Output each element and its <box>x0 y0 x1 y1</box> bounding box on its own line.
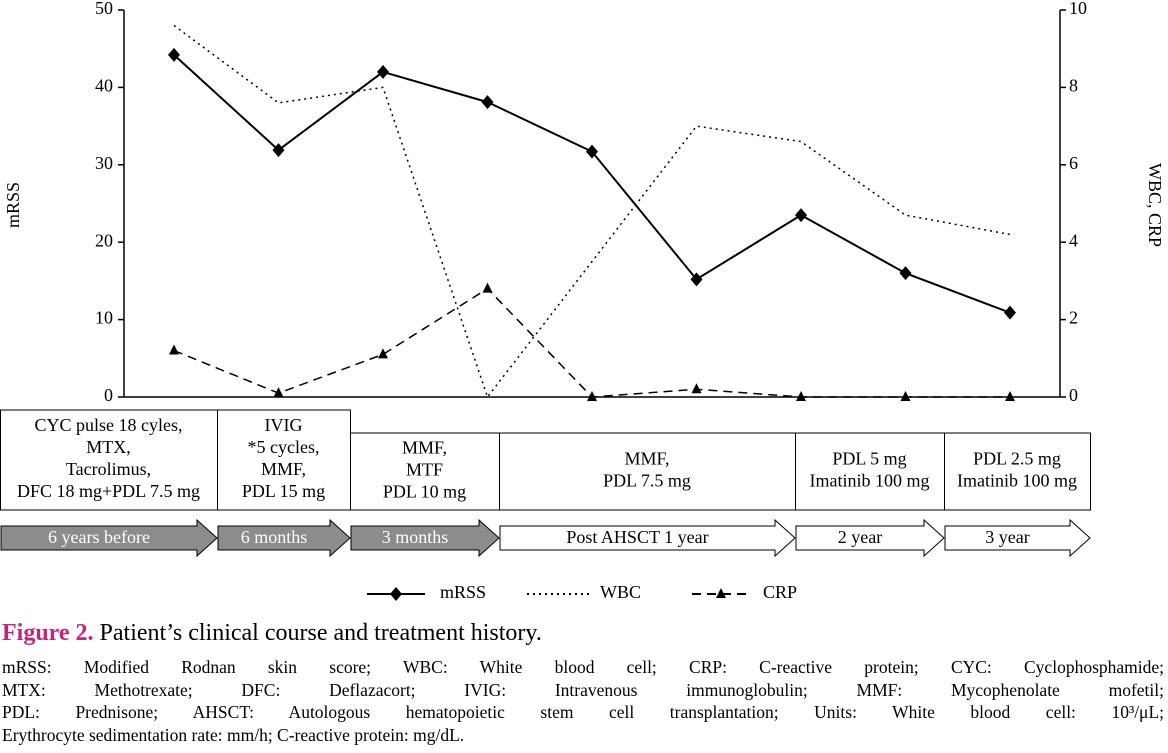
legend-marker <box>716 588 726 598</box>
treatment-box <box>350 432 500 511</box>
treatment-text: Tacrolimus, <box>66 459 151 479</box>
figure-label: Figure 2. <box>2 620 94 646</box>
period-label: 3 year <box>985 527 1029 547</box>
series-marker <box>795 208 807 223</box>
footnote-line: PDL: Prednisone; AHSCT: Autologous hemat… <box>2 702 1164 722</box>
footnote-line: MTX: Methotrexate; DFC: Deflazacort; IVI… <box>2 679 1164 700</box>
series-marker <box>586 144 598 159</box>
treatment-text: PDL 5 mg <box>832 449 906 469</box>
treatment-box <box>217 409 351 511</box>
treatment-text: MMF, <box>624 449 669 469</box>
y2-tick-label: 8 <box>1069 76 1078 96</box>
y-tick-label: 10 <box>95 308 113 328</box>
legend-marker <box>390 587 402 601</box>
period-label: Post AHSCT 1 year <box>566 527 708 547</box>
treatment-text: CYC pulse 18 cyles, <box>35 415 183 435</box>
y2-tick-label: 2 <box>1069 308 1078 328</box>
series-line <box>173 54 1011 314</box>
caption: Figure 2. Patient’s clinical course and … <box>2 620 542 647</box>
series-marker <box>168 47 180 62</box>
period-arrow <box>217 518 351 558</box>
series-marker <box>796 391 806 401</box>
y-tick-label: 40 <box>95 76 113 96</box>
treatment-text: MTX, <box>86 437 131 457</box>
footnote-line: Erythrocyte sedimentation rate: mm/h; C-… <box>2 724 465 745</box>
treatment-text: IVIG <box>265 415 303 435</box>
series-line <box>173 287 1010 398</box>
period-arrow <box>795 518 945 558</box>
series-marker <box>482 282 493 293</box>
series-marker <box>273 387 284 398</box>
series-marker <box>378 348 388 359</box>
series-marker <box>691 383 702 394</box>
chart: mRSS WBC, CRP 0 10 20 30 40 50 0 2 4 6 8 10 mRSS WBC C… <box>0 0 1165 602</box>
y2-tick-label: 6 <box>1069 153 1078 173</box>
figure-caption: Patient’s clinical course and treatment … <box>99 620 542 646</box>
y-tick-label: 0 <box>104 385 113 405</box>
series-marker <box>587 391 597 401</box>
series-marker <box>690 272 703 287</box>
treatment-text: MMF, <box>402 438 447 458</box>
series-line <box>173 24 1011 399</box>
treatment-box <box>795 432 945 511</box>
y2-tick-label: 10 <box>1069 0 1087 18</box>
y-tick-label: 50 <box>95 0 113 18</box>
series-marker <box>1005 391 1015 401</box>
treatment-text: Imatinib 100 mg <box>957 471 1077 491</box>
period-arrow <box>0 518 218 558</box>
treatment-text: PDL 10 mg <box>383 482 466 502</box>
treatment-box <box>944 432 1091 511</box>
y2-axis-label: WBC, CRP <box>1145 163 1165 247</box>
treatment-text: PDL 15 mg <box>242 481 325 501</box>
treatment-text: PDL 2.5 mg <box>973 449 1061 469</box>
series-marker <box>899 266 912 281</box>
treatment-text: DFC 18 mg+PDL 7.5 mg <box>17 481 200 501</box>
legend-label: WBC <box>600 582 641 602</box>
y-tick-label: 20 <box>95 230 113 250</box>
treatment-text: *5 cycles, <box>248 437 320 457</box>
series-marker <box>1004 305 1016 320</box>
legend-label: mRSS <box>440 582 486 602</box>
period-label: 2 year <box>838 527 882 547</box>
period-arrow <box>499 518 796 558</box>
series-marker <box>169 344 179 355</box>
footnote-line: mRSS: Modified Rodnan skin score; WBC: W… <box>2 657 1164 677</box>
treatment-text: PDL 7.5 mg <box>603 471 691 491</box>
treatment-box <box>0 409 218 511</box>
treatment-text: Imatinib 100 mg <box>810 471 930 491</box>
period-label: 6 months <box>241 527 308 547</box>
y2-tick-label: 4 <box>1069 230 1078 250</box>
y-tick-label: 30 <box>95 153 113 173</box>
treatment-box <box>499 432 796 511</box>
series-marker <box>481 95 494 110</box>
legend-label: CRP <box>763 582 797 602</box>
y-axis-label: mRSS <box>3 182 23 228</box>
series-marker <box>377 64 389 79</box>
period-arrow <box>944 518 1091 558</box>
treatment-text: MTF <box>406 460 443 480</box>
treatment-text: MMF, <box>261 459 306 479</box>
period-label: 3 months <box>382 527 449 547</box>
series-marker <box>272 143 285 158</box>
footnotes: mRSS: Modified Rodnan skin score; WBC: W… <box>2 656 1164 746</box>
series-marker <box>900 391 911 401</box>
period-arrow <box>350 518 500 558</box>
y2-tick-label: 0 <box>1069 385 1078 405</box>
period-label: 6 years before <box>48 527 150 547</box>
